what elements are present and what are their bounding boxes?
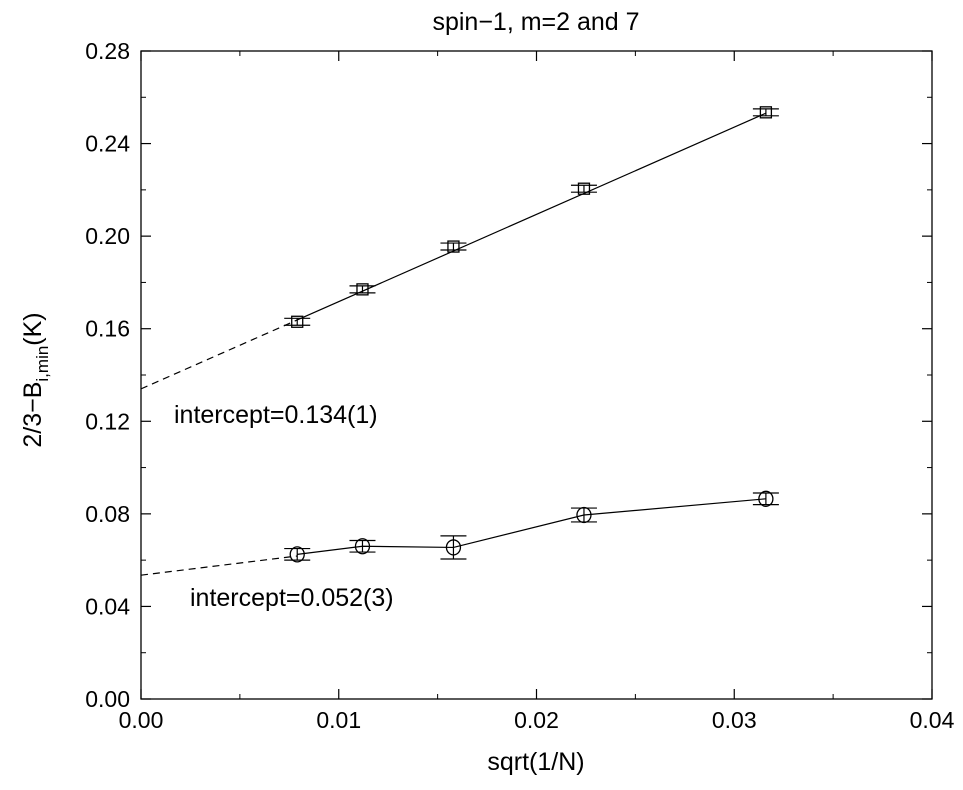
y-tick-label: 0.16 bbox=[85, 316, 130, 342]
y-axis-title-suffix: (K) bbox=[19, 312, 47, 345]
x-tick-label: 0.01 bbox=[316, 707, 361, 733]
y-axis-title-subscript: i,min bbox=[33, 346, 52, 382]
square-marker bbox=[759, 106, 773, 119]
data-point bbox=[349, 283, 376, 296]
y-tick-label: 0.08 bbox=[85, 501, 130, 527]
chart-title: spin−1, m=2 and 7 bbox=[432, 8, 639, 36]
data-points bbox=[284, 106, 779, 563]
intercept-annotation: intercept=0.134(1) bbox=[174, 401, 378, 429]
data-point bbox=[440, 240, 467, 253]
fit-line-extrapolation bbox=[140, 319, 298, 390]
circle-marker bbox=[354, 538, 371, 555]
axis-ticks: 0.00 0.01 0.02 0.03 0.04 0.00 0.04 0.08 0.12 0.16… bbox=[85, 38, 954, 733]
x-tick-label: 0.02 bbox=[514, 707, 559, 733]
circle-marker bbox=[576, 506, 592, 524]
data-point bbox=[284, 315, 311, 328]
data-point bbox=[752, 490, 779, 507]
annotations: intercept=0.134(1) intercept=0.052(3) bbox=[174, 401, 394, 612]
data-point bbox=[284, 546, 311, 563]
square-marker bbox=[447, 240, 460, 253]
x-tick-label: 0.00 bbox=[119, 707, 164, 733]
fit-line bbox=[297, 498, 766, 555]
circle-marker bbox=[758, 490, 774, 507]
y-axis-title: 2/3−Bi,min(K) bbox=[19, 312, 52, 447]
y-tick-label: 0.12 bbox=[85, 408, 130, 434]
square-marker bbox=[577, 182, 591, 195]
fit-line-extrapolation bbox=[140, 555, 298, 576]
x-axis-title: sqrt(1/N) bbox=[487, 748, 584, 776]
y-tick-label: 0.28 bbox=[85, 38, 130, 64]
data-point bbox=[570, 506, 597, 524]
fit-lines bbox=[140, 112, 767, 576]
intercept-annotation: intercept=0.052(3) bbox=[190, 584, 394, 612]
square-marker bbox=[291, 315, 304, 328]
circle-marker bbox=[289, 546, 305, 563]
y-tick-label: 0.20 bbox=[85, 223, 130, 249]
data-point bbox=[440, 535, 467, 560]
y-tick-label: 0.00 bbox=[85, 686, 130, 712]
square-marker bbox=[356, 283, 369, 296]
data-point bbox=[349, 538, 376, 555]
y-tick-label: 0.04 bbox=[85, 593, 130, 619]
data-point bbox=[752, 106, 779, 119]
y-axis-title-prefix: 2/3−B bbox=[19, 382, 47, 448]
circle-marker bbox=[445, 539, 462, 556]
x-tick-label: 0.03 bbox=[712, 707, 757, 733]
data-point bbox=[570, 182, 597, 195]
y-tick-label: 0.24 bbox=[85, 131, 130, 157]
x-tick-label: 0.04 bbox=[910, 707, 955, 733]
